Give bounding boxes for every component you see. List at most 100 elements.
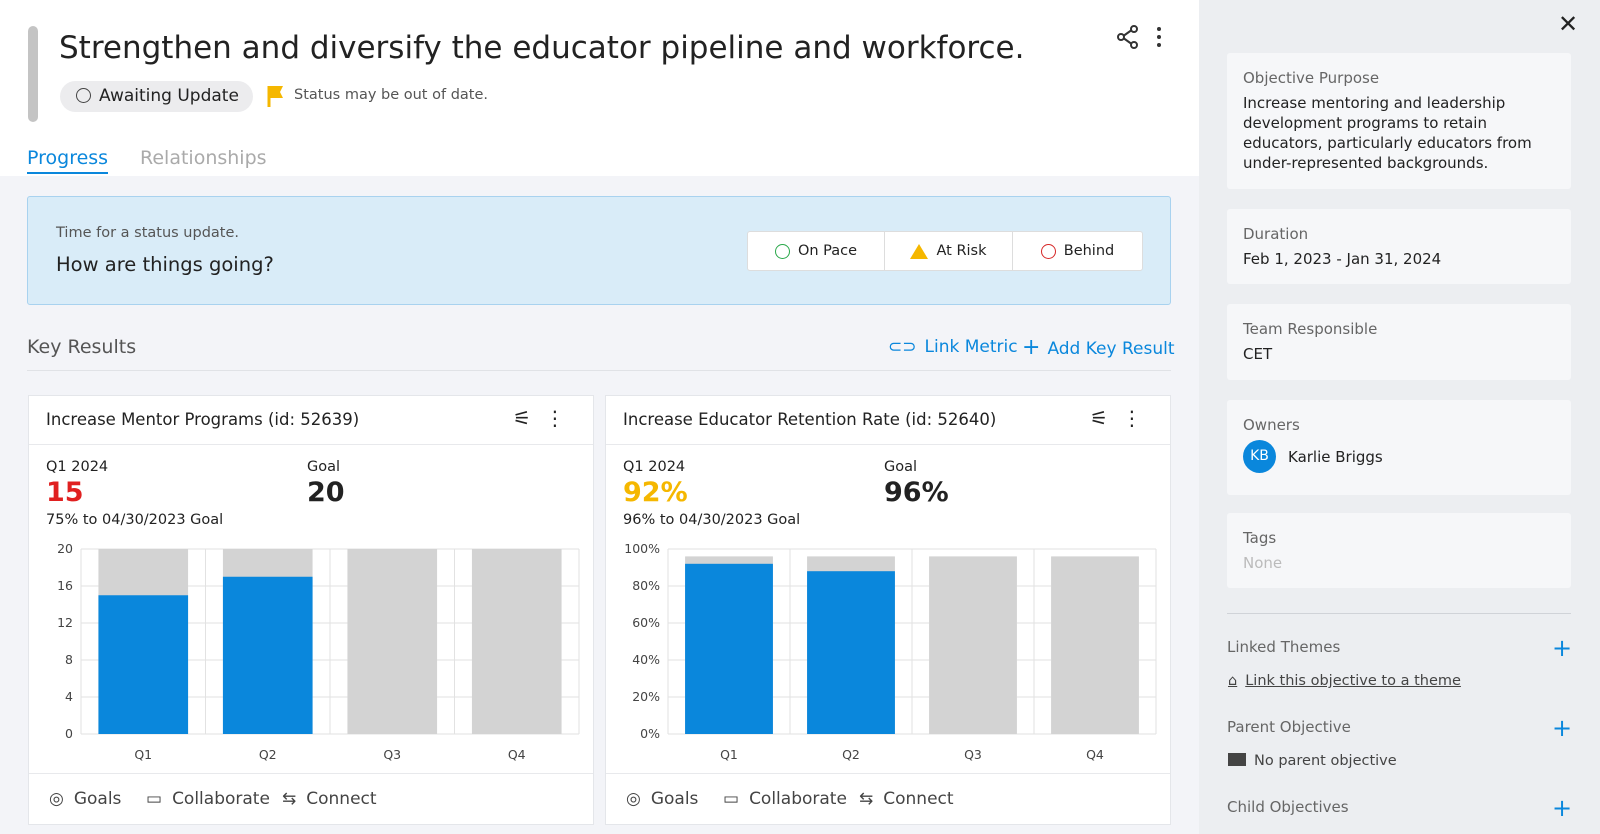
bar xyxy=(222,576,313,734)
section-title: Linked Themes xyxy=(1227,638,1341,656)
option-label: On Pace xyxy=(797,243,858,259)
goal-label: Goal xyxy=(307,459,341,475)
footer-action[interactable]: ⇆ Connect xyxy=(282,789,377,809)
field-box: Owners KB Karlie Briggs xyxy=(1227,400,1571,495)
x-tick-label: Q3 xyxy=(383,747,401,762)
divider xyxy=(29,444,593,445)
footer-label: Connect xyxy=(883,789,954,809)
footer-icon: ▭ xyxy=(723,789,740,809)
bar xyxy=(807,571,895,734)
theme-link[interactable]: ⌂ Link this objective to a theme xyxy=(1228,673,1461,689)
footer-action[interactable]: ▭ Collaborate xyxy=(723,789,847,809)
tab[interactable]: Progress xyxy=(27,147,109,174)
x-tick-label: Q1 xyxy=(720,747,738,762)
chart: 0 4 8 12 16 20 Q1 Q2 Q3 Q4 xyxy=(57,541,580,762)
status-options: On Pace At Risk Behind xyxy=(747,231,1143,271)
key-result-card: Increase Educator Retention Rate (id: 52… xyxy=(605,395,1171,825)
progress-note: 75% to 04/30/2023 Goal xyxy=(46,512,224,528)
card-title: Increase Educator Retention Rate (id: 52… xyxy=(623,410,997,429)
objective-title: Strengthen and diversify the educator pi… xyxy=(59,30,1025,66)
y-tick-label: 0% xyxy=(640,726,660,741)
divider xyxy=(606,444,1170,445)
footer-icon: ◎ xyxy=(626,789,641,809)
y-tick-label: 0 xyxy=(65,726,73,741)
y-tick-label: 16 xyxy=(57,578,73,593)
bar xyxy=(685,563,773,734)
footer-label: Collaborate xyxy=(172,789,270,809)
field-value: Increase mentoring and leadership develo… xyxy=(1243,94,1532,172)
footer-icon: ⇆ xyxy=(859,789,874,809)
divider xyxy=(27,370,1171,371)
footer-action[interactable]: ▭ Collaborate xyxy=(146,789,270,809)
option-behind[interactable]: Behind xyxy=(1013,232,1142,270)
option-at-risk[interactable]: At Risk xyxy=(885,232,1013,270)
y-tick-label: 40% xyxy=(632,652,660,667)
field-label: Duration xyxy=(1243,225,1309,243)
link-metric[interactable]: ⊂⊃ Link Metric xyxy=(888,337,1018,357)
field-value: None xyxy=(1243,554,1283,572)
progress-note: 96% to 04/30/2023 Goal xyxy=(623,512,801,528)
field-value: CET xyxy=(1243,345,1273,363)
field-label: Owners xyxy=(1243,416,1300,434)
divider xyxy=(606,773,1170,774)
goal-value: 20 xyxy=(307,477,345,508)
card-title: Increase Mentor Programs (id: 52639) xyxy=(46,410,360,429)
x-tick-label: Q4 xyxy=(508,747,526,762)
y-tick-label: 20 xyxy=(57,541,73,556)
add-key-result[interactable]: + Add Key Result xyxy=(1022,335,1175,360)
section-title: Key Results xyxy=(27,336,137,358)
field-box: Objective Purpose Increase mentoring and … xyxy=(1227,53,1571,189)
field-label: Objective Purpose xyxy=(1243,69,1380,87)
x-tick-label: Q3 xyxy=(964,747,982,762)
action-label: Add Key Result xyxy=(1047,339,1175,359)
header-icons[interactable] xyxy=(1115,24,1175,50)
goal-value: 96% xyxy=(884,477,949,508)
chart: 0% 20% 40% 60% 80% 100% Q1 Q2 Q3 Q4 xyxy=(624,541,1157,762)
action-label: Link Metric xyxy=(924,337,1018,357)
prompt-question: How are things going? xyxy=(56,253,274,276)
field-value: Karlie Briggs xyxy=(1288,448,1383,466)
x-tick-label: Q1 xyxy=(134,747,152,762)
footer-label: Goals xyxy=(73,789,122,809)
bar xyxy=(347,549,438,734)
avatar: KB xyxy=(1243,440,1276,473)
field-value: Feb 1, 2023 - Jan 31, 2024 xyxy=(1243,250,1442,268)
footer-action[interactable]: ◎ Goals xyxy=(49,789,121,809)
field-box: Tags None xyxy=(1227,513,1571,588)
card-menu[interactable]: ⚟⋮ xyxy=(1090,406,1156,430)
parent-note: No parent objective xyxy=(1228,753,1397,769)
warning: Status may be out of date. xyxy=(294,87,488,103)
x-tick-label: Q4 xyxy=(1086,747,1104,762)
divider xyxy=(29,773,593,774)
bar xyxy=(471,549,562,734)
footer-icon: ▭ xyxy=(146,789,163,809)
y-tick-label: 100% xyxy=(624,541,660,556)
bar xyxy=(929,556,1017,734)
card-menu[interactable]: ⚟⋮ xyxy=(513,406,579,430)
y-tick-label: 20% xyxy=(632,689,660,704)
y-tick-label: 80% xyxy=(632,578,660,593)
add-button[interactable]: + xyxy=(1552,634,1573,662)
status-text: Awaiting Update xyxy=(99,86,239,106)
section-title: Child Objectives xyxy=(1227,798,1349,816)
y-tick-label: 60% xyxy=(632,615,660,630)
footer-action[interactable]: ◎ Goals xyxy=(626,789,698,809)
note-text: No parent objective xyxy=(1254,753,1397,769)
bar xyxy=(1051,556,1139,734)
goal-label: Goal xyxy=(884,459,918,475)
field-box: Duration Feb 1, 2023 - Jan 31, 2024 xyxy=(1227,209,1571,284)
status-pill: Awaiting Update xyxy=(60,81,253,112)
footer-label: Goals xyxy=(650,789,699,809)
footer-label: Connect xyxy=(306,789,377,809)
footer-action[interactable]: ⇆ Connect xyxy=(859,789,954,809)
close-button[interactable]: ✕ xyxy=(1558,10,1579,38)
bar xyxy=(98,595,189,734)
add-button[interactable]: + xyxy=(1552,794,1573,822)
y-tick-label: 12 xyxy=(57,615,73,630)
section-title: Parent Objective xyxy=(1227,718,1351,736)
option-on-pace[interactable]: On Pace xyxy=(748,232,885,270)
divider xyxy=(1227,613,1571,614)
tab[interactable]: Relationships xyxy=(140,147,267,169)
add-button[interactable]: + xyxy=(1552,714,1573,742)
